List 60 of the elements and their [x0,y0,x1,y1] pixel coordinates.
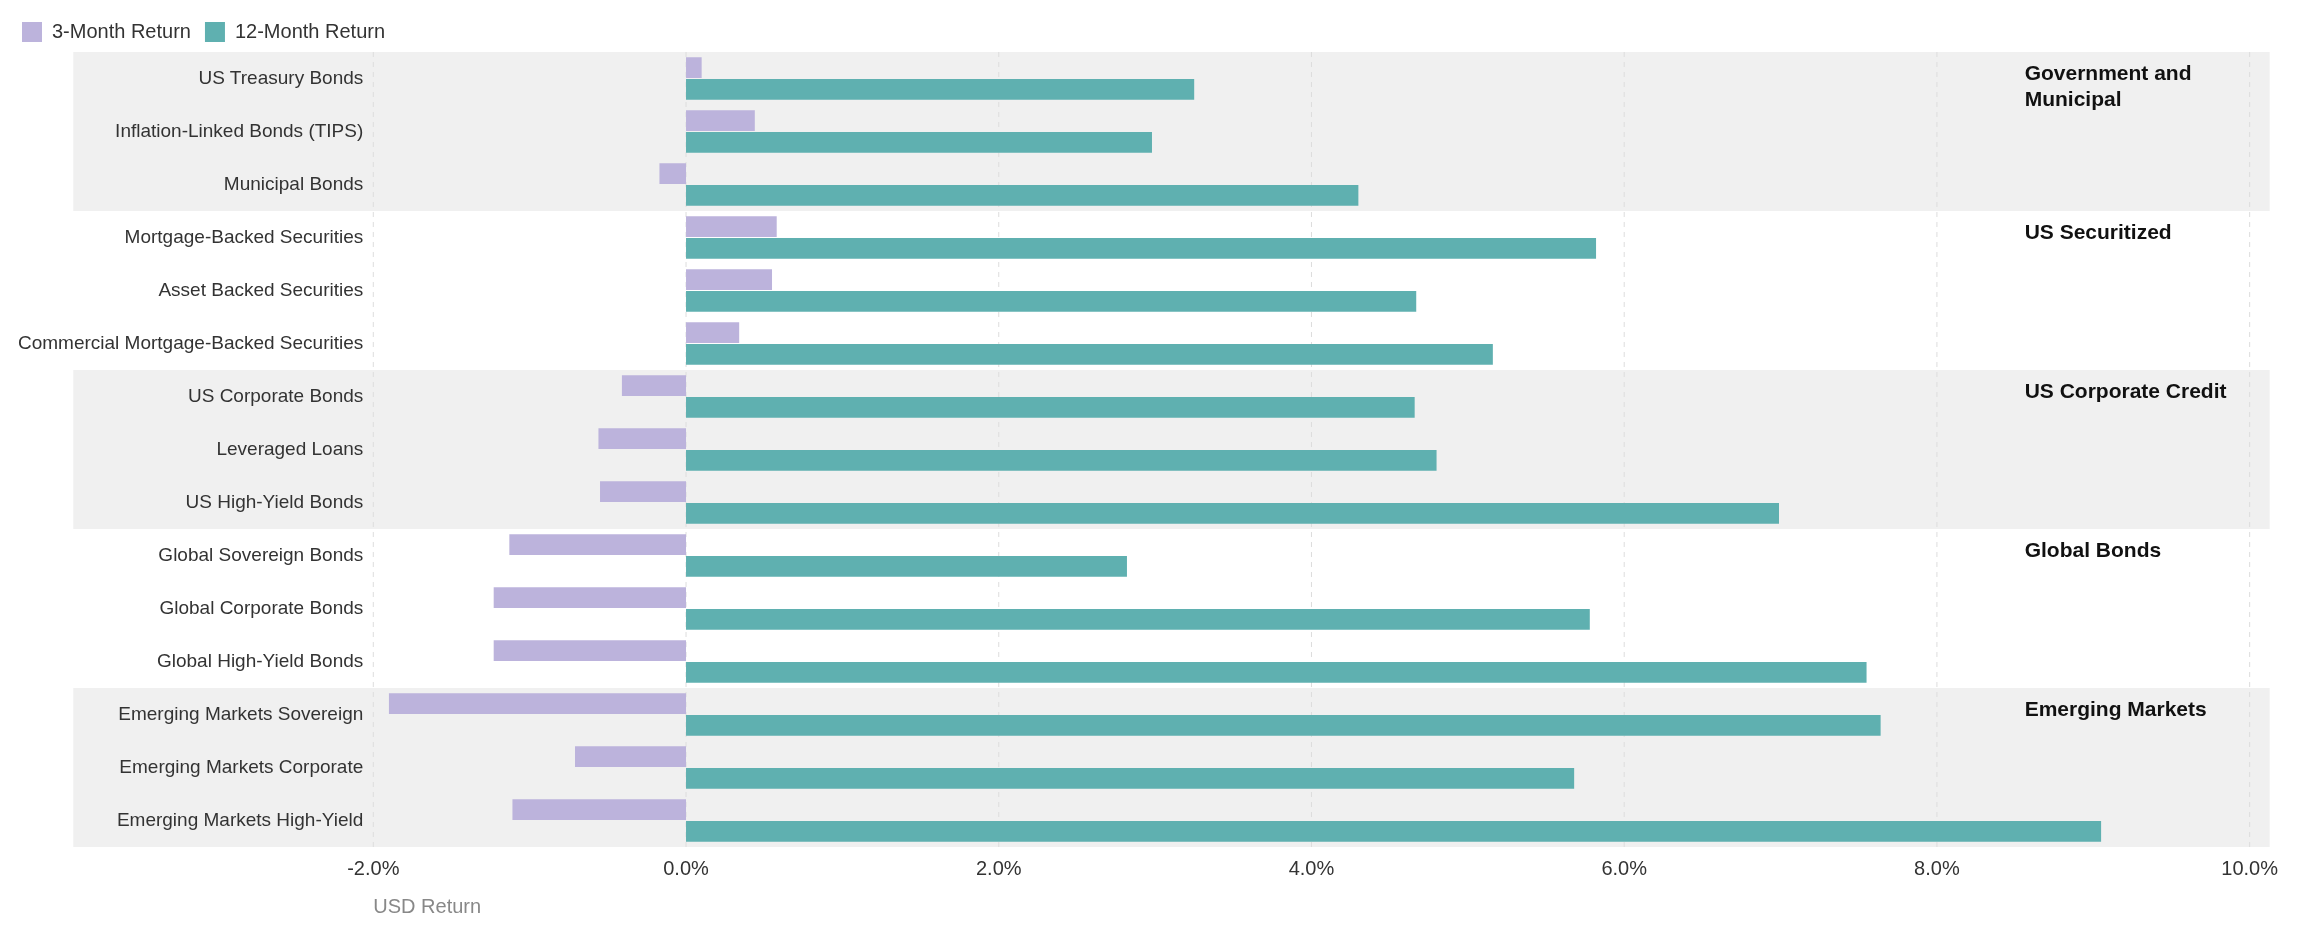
x-tick-label: 10.0% [2221,856,2279,879]
bar [686,184,1359,206]
y-tick-label: Global High-Yield Bonds [156,649,364,671]
bar [686,608,1590,630]
x-tick-label: 6.0% [1601,856,1648,879]
y-tick-label: Global Corporate Bonds [159,596,364,618]
y-tick-label: Commercial Mortgage-Backed Securities [18,331,364,353]
y-tick-label: Leveraged Loans [216,437,364,459]
bar [686,290,1417,312]
bar [686,820,2102,842]
bar [575,746,687,768]
x-tick-label: 2.0% [975,856,1022,879]
bar [493,640,687,662]
x-tick-label: 8.0% [1914,856,1960,879]
y-tick-label: Asset Backed Securities [158,278,364,300]
bar [686,396,1415,418]
bar [686,57,702,79]
x-tick-label: -2.0% [347,856,400,879]
bar [509,534,687,556]
bar [659,163,687,185]
bar [686,78,1195,100]
annotation: Global Bonds [2024,538,2162,562]
bar [686,343,1493,365]
bar [388,693,687,715]
y-tick-label: US Treasury Bonds [198,66,364,88]
bar [686,555,1127,577]
y-tick-label: Emerging Markets Corporate [119,755,364,777]
bar [686,110,755,132]
bar [512,799,687,821]
bar [686,322,740,344]
band-label: Government and Municipal [2024,61,2192,111]
x-tick-label: 0.0% [663,856,710,879]
bar [686,767,1575,789]
annotation: US Securitized [2024,220,2172,244]
bar [598,428,687,450]
bar [686,131,1152,153]
y-tick-label: Emerging Markets High-Yield [116,808,364,830]
bar [686,449,1437,471]
y-tick-label: Inflation-Linked Bonds (TIPS) [115,119,364,141]
y-tick-label: Emerging Markets Sovereign [118,702,364,724]
y-tick-label: US Corporate Bonds [187,384,364,406]
band-label: Emerging Markets [2024,697,2207,721]
bar [686,502,1779,524]
y-tick-label: Global Sovereign Bonds [158,543,364,565]
bar [600,481,687,503]
y-tick-label: US High-Yield Bonds [185,490,364,512]
bar [621,375,687,397]
bar [686,269,773,291]
bar [686,661,1867,683]
x-axis-title: USD Return [373,894,482,917]
bar [686,216,777,238]
legend-label: 3-Month Return [52,19,191,42]
bar [686,714,1881,736]
y-tick-label: Municipal Bonds [223,172,364,194]
x-tick-label: 4.0% [1288,856,1335,879]
legend-label: 12-Month Return [234,19,386,42]
bar [686,237,1597,259]
band-label: US Corporate Credit [2024,379,2227,403]
y-tick-label: Mortgage-Backed Securities [124,225,364,247]
bar [493,587,687,609]
